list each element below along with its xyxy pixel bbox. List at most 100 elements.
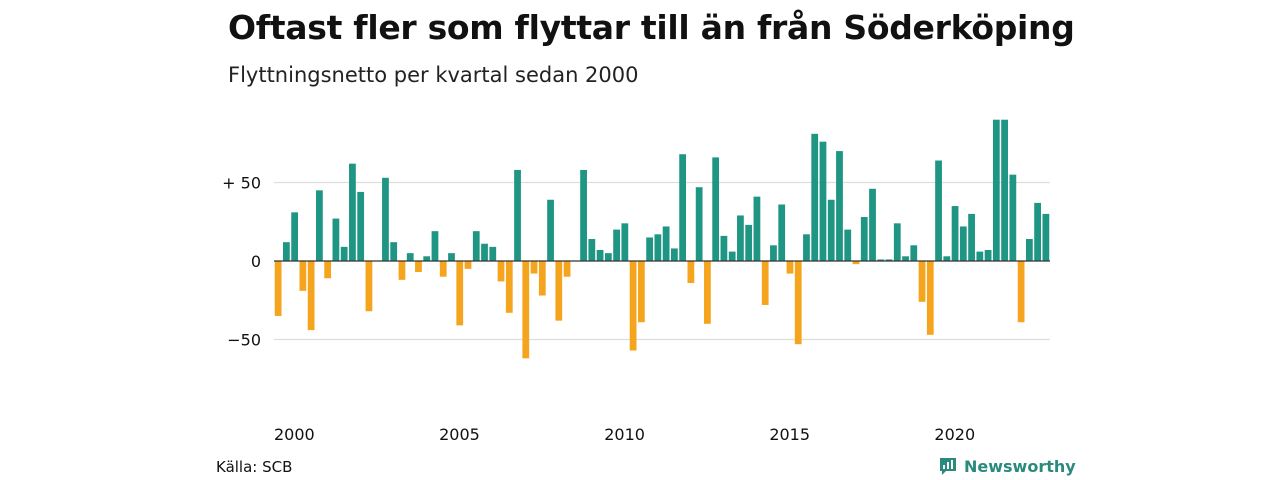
x-tick-label: 2015 <box>769 425 810 444</box>
grid-lines <box>274 181 1050 341</box>
bar <box>505 261 513 313</box>
bar <box>481 243 488 261</box>
bar <box>992 119 1000 261</box>
bar <box>885 259 893 261</box>
chart-title: Oftast fler som flyttar till än från Söd… <box>228 8 1075 47</box>
bar <box>1001 119 1008 261</box>
brand-name: Newsworthy <box>964 456 1076 476</box>
bar <box>489 246 497 261</box>
bar <box>935 160 942 261</box>
bar <box>1025 239 1033 261</box>
bar <box>761 261 769 305</box>
bar <box>522 261 530 359</box>
bar <box>316 190 323 261</box>
bar <box>283 242 290 261</box>
bar <box>1009 174 1017 261</box>
bar <box>291 212 299 261</box>
x-axis-ticks: 2000 2005 2010 2015 2020 <box>274 425 975 444</box>
bar <box>926 261 934 335</box>
bar <box>637 261 645 323</box>
bar <box>695 187 703 261</box>
bar <box>893 223 901 261</box>
bar <box>514 169 521 261</box>
bar <box>811 133 819 261</box>
bar <box>778 204 786 261</box>
bar <box>745 224 753 261</box>
bar <box>382 177 389 261</box>
bar <box>1017 261 1025 323</box>
x-tick-label: 2000 <box>274 425 315 444</box>
source-note: Källa: SCB <box>216 458 293 476</box>
bar <box>439 261 447 277</box>
bar <box>448 253 455 261</box>
bar <box>852 261 860 265</box>
bar <box>596 250 604 261</box>
bar <box>613 229 620 261</box>
bar <box>770 245 777 261</box>
chart-subtitle: Flyttningsnetto per kvartal sedan 2000 <box>228 63 639 87</box>
bar <box>869 188 876 261</box>
bar <box>423 256 431 261</box>
bar <box>951 206 959 261</box>
bar <box>357 191 365 261</box>
bar <box>687 261 695 283</box>
bar <box>299 261 307 291</box>
bar <box>737 215 744 261</box>
bar-chart: + 50 0 −50 2000 2005 2010 2015 2020 <box>222 119 1050 444</box>
bar <box>538 261 546 296</box>
bar <box>406 253 414 261</box>
brand-logo: Newsworthy <box>938 456 1076 476</box>
bar <box>555 261 563 321</box>
bar <box>836 151 843 261</box>
bar <box>827 199 835 261</box>
bar <box>1034 202 1041 261</box>
bar <box>704 261 711 324</box>
bar <box>753 196 761 261</box>
bar <box>604 253 612 261</box>
newsworthy-logo-icon <box>940 458 956 475</box>
bar <box>860 217 868 261</box>
bar <box>307 261 315 331</box>
bar <box>365 261 373 312</box>
bar <box>844 229 852 261</box>
bar <box>274 261 282 316</box>
bar <box>431 231 439 261</box>
bar <box>464 261 472 269</box>
bar <box>580 169 587 261</box>
bar <box>588 239 596 261</box>
bar <box>547 199 554 261</box>
bar <box>662 226 670 261</box>
bar <box>563 261 571 277</box>
bar <box>959 226 967 261</box>
bar <box>646 237 653 261</box>
bar <box>621 223 629 261</box>
bar <box>340 246 348 261</box>
bar <box>877 259 885 261</box>
bar <box>819 141 827 261</box>
bar <box>943 256 951 261</box>
x-tick-label: 2020 <box>934 425 975 444</box>
bar <box>472 231 480 261</box>
bar <box>984 250 992 261</box>
bars <box>274 119 1050 359</box>
bar <box>324 261 332 279</box>
y-tick-label: + 50 <box>222 174 261 193</box>
bar <box>456 261 464 326</box>
bar <box>910 245 918 261</box>
bar <box>902 256 909 261</box>
bar <box>497 261 505 282</box>
bar <box>968 213 975 261</box>
bar <box>728 251 736 261</box>
y-axis-ticks: + 50 0 −50 <box>222 174 261 350</box>
bar <box>1042 213 1050 261</box>
y-tick-label: −50 <box>227 331 261 350</box>
bar <box>398 261 406 280</box>
bar <box>654 234 662 261</box>
bar <box>712 157 720 261</box>
bar <box>349 163 356 261</box>
bar <box>786 261 794 274</box>
bar <box>976 251 984 261</box>
bar <box>332 218 340 261</box>
bar <box>918 261 926 302</box>
y-tick-label: 0 <box>251 252 261 271</box>
